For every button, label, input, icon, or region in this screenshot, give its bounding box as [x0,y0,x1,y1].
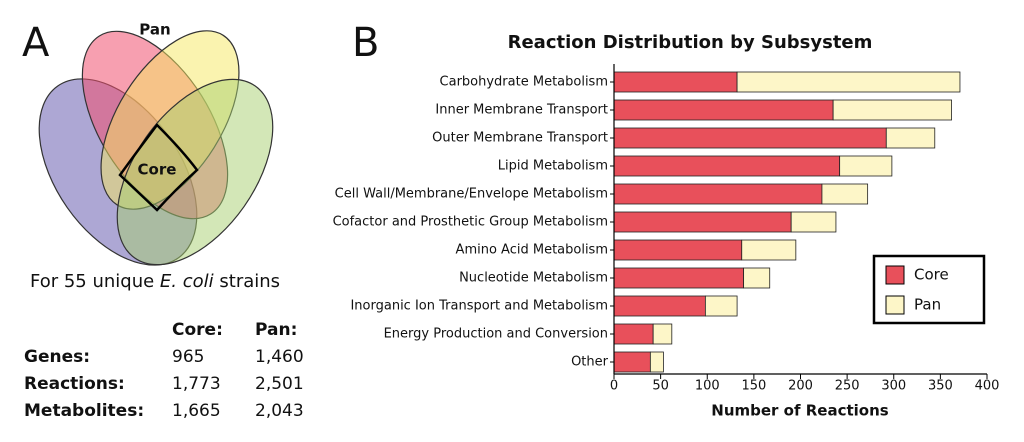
bar-segment [613,183,823,205]
bar-segment [613,295,706,317]
table-cell: 1,665 [172,401,221,421]
bar-segment [704,295,738,317]
bar-segment [790,211,837,233]
bar-segment [832,99,952,121]
bar-segment [613,71,738,93]
table-cell: 2,043 [255,401,304,421]
bar-segment [613,127,887,149]
bar-segment [613,267,745,289]
caption-part: For 55 unique [30,271,160,292]
caption-part: E. coli [160,271,214,292]
x-tick-label: 350 [928,379,953,394]
bar-segment [839,155,893,177]
caption: For 55 unique E. coli strains [30,271,280,292]
y-tick-label: Nucleotide Metabolism [459,271,608,286]
x-tick-label: 100 [695,379,720,394]
bar-segment [613,211,792,233]
table-cell: 965 [172,347,204,367]
venn-label: Core [138,161,177,179]
row-label: Genes: [24,347,90,367]
bar-segment [613,99,834,121]
y-tick-label: Carbohydrate Metabolism [440,75,608,90]
venn-diagram [38,30,274,266]
panel-label: B [352,20,379,66]
bar-segment [613,239,743,261]
y-tick-label: Cofactor and Prosthetic Group Metabolism [333,215,608,230]
x-tick-label: 300 [881,379,906,394]
caption-part: strains [214,271,280,292]
y-tick-label: Cell Wall/Membrane/Envelope Metabolism [335,187,608,202]
panel-label: A [22,20,50,66]
y-tick-label: Inner Membrane Transport [435,103,608,118]
x-tick-label: 50 [652,379,669,394]
venn-label: Pan [139,21,170,39]
stats-table: Core: Pan: Genes: 965 1,460 Reactions: 1… [24,320,304,421]
bar-segment [736,71,961,93]
bar-segment [743,267,771,289]
bar-segment [613,155,841,177]
x-tick-label: 150 [741,379,766,394]
legend-label: Core [914,266,949,284]
legend-swatch [885,295,905,315]
table-cell: 2,501 [255,374,304,394]
legend-label: Pan [914,296,941,314]
x-tick-label: 250 [835,379,860,394]
legend-swatch [885,265,905,285]
x-axis-label: Number of Reactions [711,402,888,420]
y-tick-label: Energy Production and Conversion [384,327,608,342]
bar-segment [613,323,654,345]
x-tick-label: 400 [975,379,1000,394]
table-header: Pan: [255,320,297,340]
row-label: Metabolites: [24,401,144,421]
legend: Core Pan [872,254,986,325]
table-header: Core: [172,320,223,340]
bar-segment [741,239,797,261]
core-region [118,123,199,212]
chart-title: Reaction Distribution by Subsystem [508,32,873,53]
row-label: Reactions: [24,374,125,394]
y-tick-label: Amino Acid Metabolism [456,243,608,258]
y-tick-label: Lipid Metabolism [498,159,608,174]
bar-segment [613,351,651,373]
bar-segment [885,127,936,149]
y-tick-label: Other [571,355,609,370]
y-tick-label: Inorganic Ion Transport and Metabolism [350,299,608,314]
table-cell: 1,773 [172,374,221,394]
y-tick-label: Outer Membrane Transport [432,131,608,146]
bar-segment [821,183,869,205]
x-tick-label: 0 [610,379,618,394]
bar-segment [652,323,673,345]
bar-segment [649,351,664,373]
table-cell: 1,460 [255,347,304,367]
x-tick-label: 200 [788,379,813,394]
